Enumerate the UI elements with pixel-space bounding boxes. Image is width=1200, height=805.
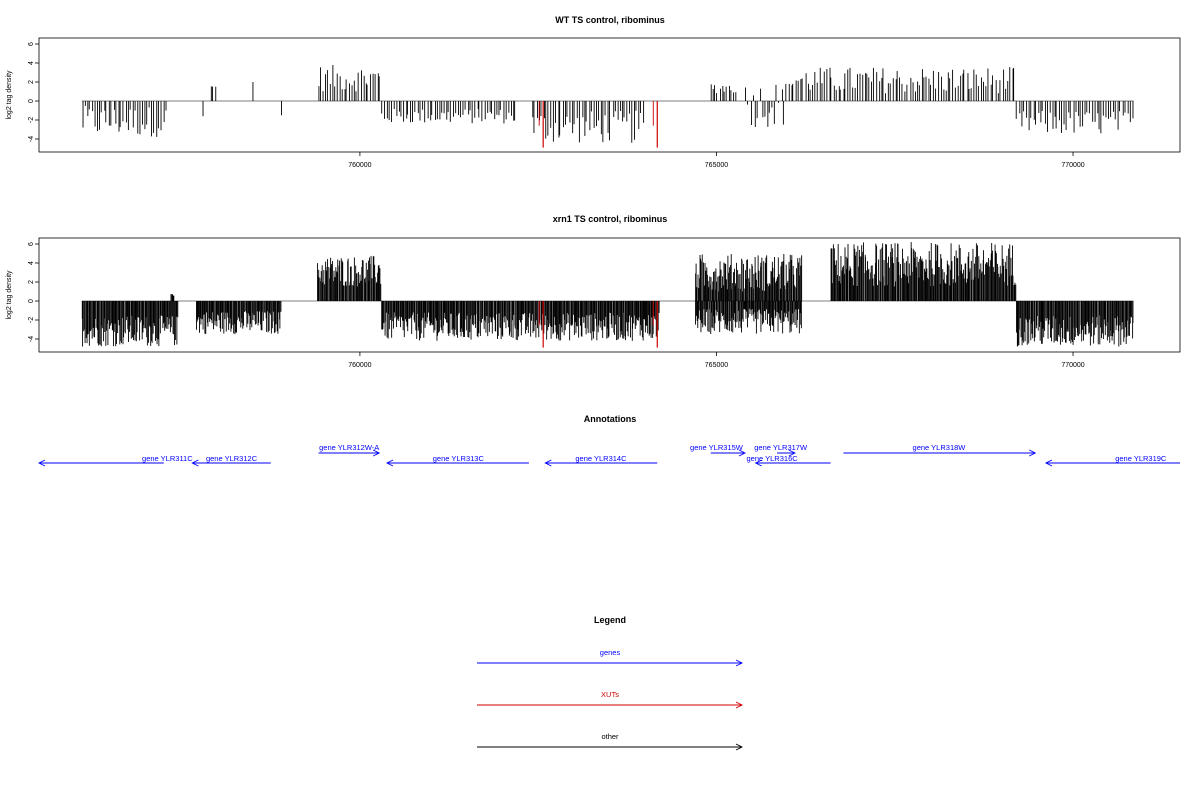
panel-xrn1-bars [81,242,1134,348]
legend-item-label: genes [600,648,621,657]
legend-item-label: other [601,732,619,741]
legend-panel: Legend genes XUTs other [477,615,744,751]
y-tick-label: -4 [28,336,35,342]
panel-wt-title: WT TS control, ribominus [555,15,665,25]
y-tick-label: 0 [28,99,35,103]
annotations-panel: Annotations gene YLR311C gene YLR312Cgene… [37,414,1180,467]
y-tick-label: -2 [28,317,35,323]
y-tick-label: 4 [28,61,35,65]
gene-label: gene YLR319C [1115,454,1167,463]
y-tick-label: 4 [28,261,35,265]
legend-items: genes XUTs other [477,648,744,751]
y-tick-label: 2 [28,280,35,284]
panel-wt-frame [38,37,1181,153]
panel-wt-bars [81,65,1134,148]
annotations-title: Annotations [584,414,637,424]
gene-label: gene YLR314C [575,454,627,463]
x-tick-label: 765000 [705,362,728,369]
legend-item-label: XUTs [601,690,619,699]
gene-label: gene YLR317W [754,443,808,452]
panel-xrn1-ylabel: log2 tag density [6,270,13,320]
legend-item-arrowhead [735,743,744,751]
gene-label: gene YLR312C [206,454,258,463]
gene-arrowhead-left [191,459,199,467]
legend-item-arrowhead [735,659,744,667]
gene-arrowhead-left [754,459,762,467]
gene-arrowhead-left [1044,459,1053,467]
gene-arrowhead-right [788,449,796,457]
x-tick-label: 765000 [705,162,728,169]
annotation-gene-tracks: gene YLR311C gene YLR312C gene YLR312W-A ge… [37,443,1180,467]
y-tick-label: 6 [28,42,35,46]
gene-arrowhead-right [738,449,747,457]
x-tick-label: 770000 [1061,162,1084,169]
x-tick-label: 770000 [1061,362,1084,369]
gene-arrowhead-left [37,459,46,467]
panel-xrn1-xaxis: 760000 765000 770000 [348,352,1085,369]
gene-label: gene YLR313C [433,454,485,463]
gene-arrowhead-left [385,459,394,467]
legend-item-arrowhead [735,701,744,709]
panel-wt-ylabel: log2 tag density [6,70,13,120]
y-tick-label: 6 [28,242,35,246]
gene-label: gene YLR315W [690,443,744,452]
gene-arrowhead-right [1029,449,1037,457]
panel-wt-xaxis: 760000 765000 770000 [348,152,1085,169]
gene-label: gene YLR318W [913,443,967,452]
gene-label: gene YLR312W-A [319,443,379,452]
panel-wt: WT TS control, ribominus log2 tag densit… [6,15,1181,169]
gene-label: gene YLR311C [142,454,193,463]
panel-xrn1-frame [38,237,1181,353]
gene-arrowhead-right [372,449,381,457]
panel-xrn1: xrn1 TS control, ribominus log2 tag dens… [6,214,1181,369]
x-tick-label: 760000 [348,362,371,369]
panel-wt-yaxis: -4 -2 0 2 4 6 [28,42,39,142]
y-tick-label: -2 [28,117,35,123]
y-tick-label: 0 [28,299,35,303]
y-tick-label: -4 [28,136,35,142]
panel-xrn1-yaxis: -4 -2 0 2 4 6 [28,242,39,342]
gene-label: gene YLR316C [747,454,799,463]
panel-xrn1-title: xrn1 TS control, ribominus [553,214,668,224]
gene-arrowhead-left [544,459,552,467]
y-tick-label: 2 [28,80,35,84]
x-tick-label: 760000 [348,162,371,169]
legend-title: Legend [594,615,626,625]
